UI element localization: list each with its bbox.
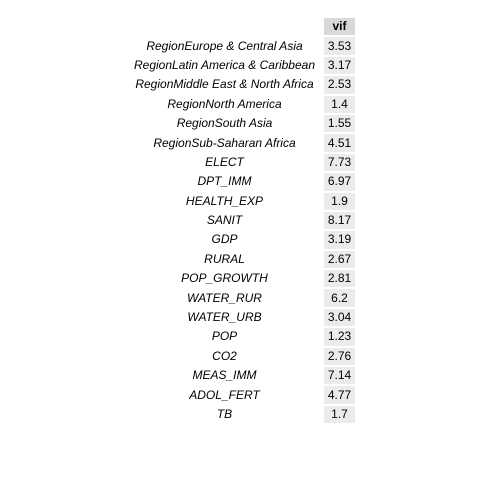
- row-variable-name: RegionMiddle East & North Africa: [135, 77, 314, 92]
- table-row: POP_GROWTH 2.81: [127, 270, 355, 288]
- row-vif-value: 6.2: [324, 289, 355, 307]
- row-vif-value: 4.51: [324, 134, 355, 152]
- row-vif-value: 2.76: [324, 347, 355, 366]
- vif-table: vif RegionEurope & Central Asia 3.53 Regio…: [125, 16, 357, 425]
- row-vif-value: 4.77: [324, 386, 355, 404]
- row-vif-value: 2.53: [324, 76, 355, 94]
- row-variable-name: POP: [211, 329, 238, 344]
- row-variable-name: CO2: [212, 348, 237, 363]
- row-variable-name: TB: [216, 407, 233, 421]
- row-vif-value: 3.17: [324, 56, 355, 75]
- row-vif-value: 1.23: [324, 328, 355, 346]
- table-row: TB 1.7: [127, 405, 355, 424]
- row-vif-value: 3.53: [324, 37, 355, 55]
- table-row: SANIT 8.17: [127, 211, 355, 230]
- row-vif-value: 1.9: [324, 192, 355, 210]
- table-row: GDP 3.19: [127, 231, 355, 249]
- vif-column-header: vif: [324, 18, 355, 36]
- table-row: RegionSub-Saharan Africa 4.51: [127, 134, 355, 152]
- table-row: RURAL 2.67: [127, 250, 355, 269]
- table-row: RegionSouth Asia 1.55: [127, 114, 355, 133]
- row-variable-name: DPT_IMM: [197, 174, 252, 189]
- row-vif-value: 3.19: [324, 231, 355, 249]
- table-row: CO2 2.76: [127, 347, 355, 366]
- row-name-header: [127, 18, 322, 35]
- row-vif-value: 6.97: [324, 173, 355, 191]
- table-row: HEALTH_EXP 1.9: [127, 192, 355, 210]
- row-variable-name: MEAS_IMM: [192, 368, 257, 383]
- table-row: POP 1.23: [127, 328, 355, 346]
- header-row: vif: [127, 18, 355, 36]
- table-row: RegionEurope & Central Asia 3.53: [127, 37, 355, 55]
- table-row: RegionNorth America 1.4: [127, 95, 355, 113]
- row-vif-value: 1.4: [324, 95, 355, 113]
- row-variable-name: RegionSub-Saharan Africa: [153, 135, 296, 150]
- row-vif-value: 1.55: [324, 114, 355, 133]
- row-vif-value: 7.14: [324, 367, 355, 385]
- row-vif-value: 2.67: [324, 250, 355, 269]
- row-variable-name: WATER_RUR: [187, 290, 262, 305]
- row-variable-name: GDP: [211, 232, 238, 247]
- row-vif-value: 2.81: [324, 270, 355, 288]
- table-row: RegionLatin America & Caribbean 3.17: [127, 56, 355, 75]
- table-row: WATER_URB 3.04: [127, 308, 355, 327]
- table-row: DPT_IMM 6.97: [127, 173, 355, 191]
- table-row: MEAS_IMM 7.14: [127, 367, 355, 385]
- row-variable-name: SANIT: [206, 213, 243, 228]
- row-variable-name: POP_GROWTH: [181, 271, 268, 286]
- row-vif-value: 7.73: [324, 153, 355, 172]
- table-row: ADOL_FERT 4.77: [127, 386, 355, 404]
- row-variable-name: RegionEurope & Central Asia: [146, 38, 303, 53]
- row-variable-name: ELECT: [205, 154, 244, 169]
- row-variable-name: RegionSouth Asia: [176, 116, 273, 131]
- row-variable-name: ADOL_FERT: [189, 387, 260, 402]
- row-variable-name: RegionLatin America & Caribbean: [134, 57, 315, 72]
- row-vif-value: 3.04: [324, 308, 355, 327]
- table-header: vif: [127, 18, 355, 36]
- row-variable-name: WATER_URB: [187, 310, 262, 325]
- table-row: RegionMiddle East & North Africa 2.53: [127, 76, 355, 94]
- table-body: RegionEurope & Central Asia 3.53 RegionLat…: [127, 37, 355, 424]
- row-vif-value: 1.7: [324, 405, 355, 424]
- row-variable-name: RegionNorth America: [167, 96, 282, 111]
- row-vif-value: 8.17: [324, 211, 355, 230]
- table-row: ELECT 7.73: [127, 153, 355, 172]
- row-variable-name: RURAL: [204, 251, 245, 266]
- row-variable-name: HEALTH_EXP: [185, 193, 264, 208]
- table-row: WATER_RUR 6.2: [127, 289, 355, 307]
